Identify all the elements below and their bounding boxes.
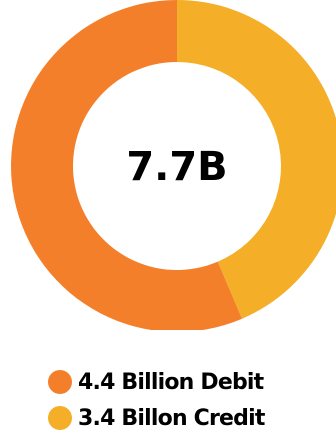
legend-swatch-credit (48, 406, 72, 430)
donut-slices (11, 0, 336, 330)
donut-slice-debit (11, 0, 243, 330)
legend-label-credit: 3.4 Billon Credit (78, 405, 265, 431)
legend-swatch-debit (48, 370, 72, 394)
donut-slice-credit (177, 0, 336, 319)
chart-legend: 4.4 Billion Debit 3.4 Billon Credit (48, 364, 328, 436)
donut-chart: 7.7B (11, 0, 336, 330)
legend-item-debit: 4.4 Billion Debit (48, 364, 328, 400)
legend-item-credit: 3.4 Billon Credit (48, 400, 328, 436)
legend-label-debit: 4.4 Billion Debit (78, 369, 264, 395)
center-total-label: 7.7B (126, 144, 227, 190)
